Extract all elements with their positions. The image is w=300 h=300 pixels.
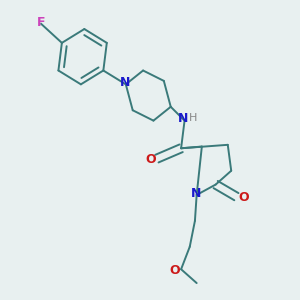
Text: H: H bbox=[189, 113, 197, 123]
Text: O: O bbox=[146, 153, 156, 166]
Text: F: F bbox=[37, 16, 45, 28]
Text: N: N bbox=[120, 76, 130, 89]
Text: N: N bbox=[178, 112, 189, 125]
Text: O: O bbox=[239, 191, 249, 204]
Text: N: N bbox=[191, 187, 201, 200]
Text: O: O bbox=[169, 264, 180, 277]
